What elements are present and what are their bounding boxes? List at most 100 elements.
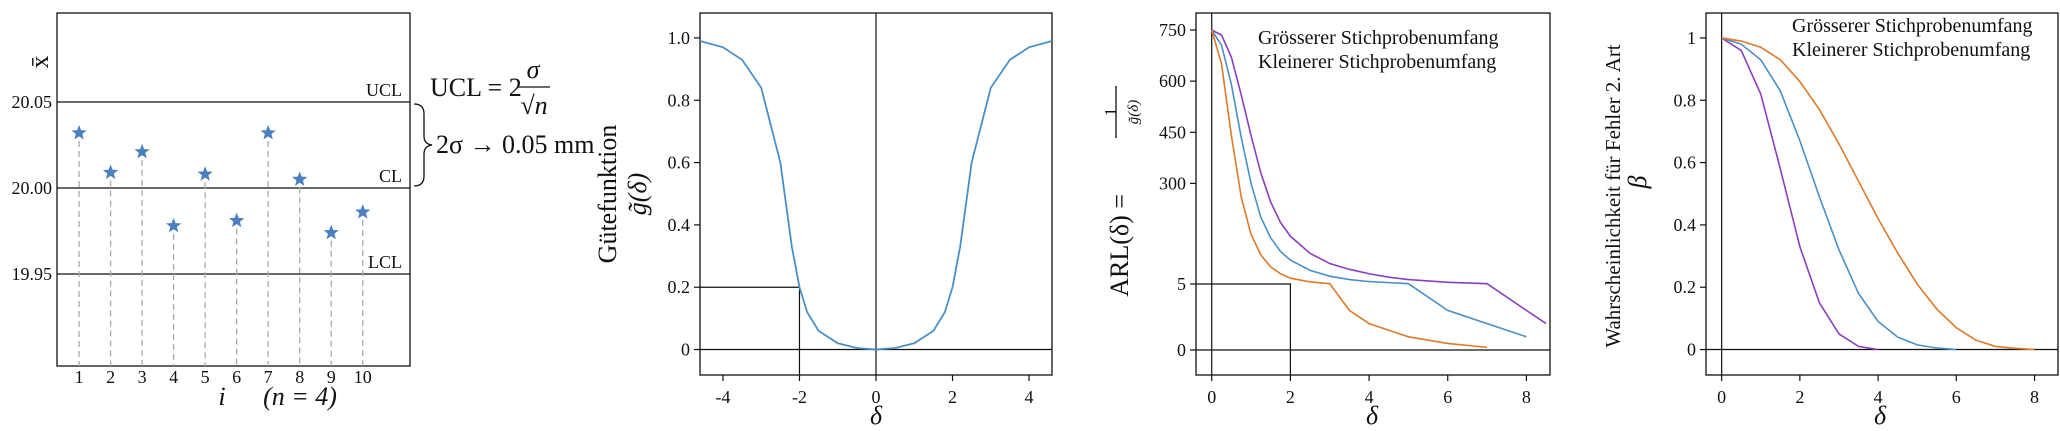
ytick-label: 0.2 bbox=[668, 277, 691, 297]
xtick-label: -4 bbox=[715, 387, 730, 407]
xtick-label: 4 bbox=[1874, 387, 1883, 407]
xtick-label: 8 bbox=[1522, 387, 1531, 407]
beta-xticks: 0 2 4 6 8 bbox=[1717, 375, 2039, 407]
ucl-formula-numerator: σ bbox=[527, 55, 541, 84]
beta-panel: Wahrscheinlichkeit für Fehler 2. Art β 1… bbox=[1601, 12, 2059, 430]
control-chart-marks bbox=[71, 124, 371, 366]
xtick-label: 6 bbox=[232, 367, 241, 387]
ytick-label: 0.6 bbox=[668, 153, 691, 173]
ucl-formula-prefix: UCL = 2 bbox=[430, 73, 522, 102]
sample-mean-point bbox=[166, 217, 182, 233]
power-function-yticks: 1.0 0.8 0.6 0.4 0.2 0 bbox=[668, 28, 700, 360]
ytick-label: 450 bbox=[1159, 122, 1186, 142]
ytick-label: 0.2 bbox=[1674, 277, 1697, 297]
ytick-label: 0.4 bbox=[1674, 215, 1697, 235]
sample-mean-point bbox=[197, 166, 213, 181]
ytick-label: 0.4 bbox=[668, 215, 691, 235]
xtick-label: 5 bbox=[201, 367, 210, 387]
control-chart-xnote: (n = 4) bbox=[263, 382, 337, 411]
control-chart-xticks: 1 2 3 4 5 6 7 8 9 10 bbox=[75, 367, 372, 387]
ytick-label: 600 bbox=[1159, 71, 1186, 91]
beta-xlabel: δ bbox=[1874, 401, 1887, 430]
control-chart-panel: x̄ 20.05 20.00 19.95 UCL CL LCL 1 2 3 4 5 6 7 8… bbox=[12, 12, 594, 411]
arl-curve-medium-n bbox=[1211, 29, 1527, 338]
xtick-label: -2 bbox=[792, 387, 807, 407]
xtick-label: 0 bbox=[1207, 387, 1216, 407]
xtick-label: 4 bbox=[1025, 387, 1034, 407]
arl-legend-large: Grösserer Stichprobenumfang bbox=[1258, 27, 1499, 49]
beta-legend-small: Kleinerer Stichprobenumfang bbox=[1792, 39, 2030, 61]
arl-xticks: 0 2 4 6 8 bbox=[1207, 375, 1531, 407]
ucl-formula-denominator: √n bbox=[520, 91, 547, 120]
arl-curve-large-n bbox=[1211, 29, 1547, 325]
sample-mean-point bbox=[323, 224, 339, 240]
xtick-label: 1 bbox=[75, 367, 84, 387]
beta-frame bbox=[1705, 12, 2059, 376]
sample-mean-point bbox=[260, 124, 276, 140]
xtick-label: 2 bbox=[106, 367, 115, 387]
ucl-label: UCL bbox=[366, 80, 402, 100]
xtick-label: 8 bbox=[295, 367, 304, 387]
ytick-label: 0 bbox=[681, 340, 690, 360]
sample-mean-point bbox=[102, 164, 119, 179]
power-function-panel: Gütefunktion g̃(δ) 1.0 0.8 0.6 0.4 0.2 0 -4 -2… bbox=[593, 12, 1053, 430]
ytick-label: 1 bbox=[1687, 28, 1696, 48]
xtick-label: 6 bbox=[1443, 387, 1452, 407]
beta-ylabel-line2: β bbox=[1623, 175, 1652, 189]
ytick-label: 750 bbox=[1159, 20, 1186, 40]
xtick-label: 2 bbox=[1286, 387, 1295, 407]
arl-ylabel-numerator: 1 bbox=[1101, 108, 1120, 117]
xtick-label: 8 bbox=[2030, 387, 2039, 407]
beta-yticks: 1 0.8 0.6 0.4 0.2 0 bbox=[1674, 28, 1706, 360]
arl-marks bbox=[1196, 13, 1550, 375]
power-function-ylabel-line1: Gütefunktion bbox=[593, 125, 622, 264]
beta-ylabel-line1: Wahrscheinlichkeit für Fehler 2. Art bbox=[1601, 44, 1625, 347]
sample-mean-point bbox=[292, 171, 308, 186]
ytick-label: 1.0 bbox=[668, 28, 691, 48]
lcl-label: LCL bbox=[368, 252, 402, 272]
arl-ylabel-prefix: ARL(δ) = bbox=[1105, 194, 1134, 297]
sample-mean-point bbox=[71, 124, 87, 140]
xtick-label: 9 bbox=[327, 367, 336, 387]
two-sigma-brace bbox=[413, 103, 433, 187]
beta-marks bbox=[1706, 13, 2058, 375]
arl-frame bbox=[1195, 12, 1551, 376]
xtick-label: 0 bbox=[872, 387, 881, 407]
beta-curve-large-n bbox=[1721, 37, 1879, 351]
cl-label: CL bbox=[379, 166, 402, 186]
arl-legend-small: Kleinerer Stichprobenumfang bbox=[1258, 51, 1496, 73]
xtick-label: 2 bbox=[1795, 387, 1804, 407]
ytick-label: 19.95 bbox=[12, 264, 53, 284]
ytick-label: 0 bbox=[1177, 340, 1186, 360]
sample-mean-point bbox=[134, 143, 150, 159]
sample-mean-point bbox=[355, 204, 371, 219]
ytick-label: 0.6 bbox=[1674, 153, 1697, 173]
brace-label: 2σ → 0.05 mm bbox=[436, 130, 594, 159]
control-chart-frame bbox=[56, 12, 411, 367]
power-function-xticks: -4 -2 0 2 4 bbox=[715, 375, 1034, 407]
ytick-label: 20.05 bbox=[12, 92, 53, 112]
arl-ylabel-denominator: g̃(δ) bbox=[1126, 100, 1142, 124]
annotation-guide bbox=[700, 286, 801, 375]
control-chart-xlabel: i bbox=[218, 382, 225, 411]
control-chart-ylabel: x̄ bbox=[25, 56, 54, 69]
power-function-ylabel-line2: g̃(δ) bbox=[623, 173, 652, 215]
power-function-marks bbox=[699, 13, 1053, 375]
ytick-label: 0 bbox=[1687, 340, 1696, 360]
xtick-label: 4 bbox=[1365, 387, 1374, 407]
xtick-label: 10 bbox=[354, 367, 372, 387]
xtick-label: 2 bbox=[948, 387, 957, 407]
annotation-guide bbox=[1196, 283, 1292, 375]
ytick-label: 300 bbox=[1159, 173, 1186, 193]
arl-yticks: 750 600 450 300 5 0 bbox=[1159, 20, 1196, 360]
xtick-label: 0 bbox=[1717, 387, 1726, 407]
power-function-xlabel: δ bbox=[870, 401, 883, 430]
ytick-label: 0.8 bbox=[1674, 90, 1697, 110]
beta-legend-large: Grösserer Stichprobenumfang bbox=[1792, 15, 2033, 37]
ytick-label: 5 bbox=[1177, 274, 1186, 294]
arl-xlabel: δ bbox=[1366, 401, 1379, 430]
arl-panel: ARL(δ) = 1 g̃(δ) 750 600 450 300 5 0 0 2 4 6 8 Gr… bbox=[1101, 12, 1551, 430]
xtick-label: 4 bbox=[169, 367, 178, 387]
beta-curve-small-n bbox=[1721, 37, 2035, 351]
